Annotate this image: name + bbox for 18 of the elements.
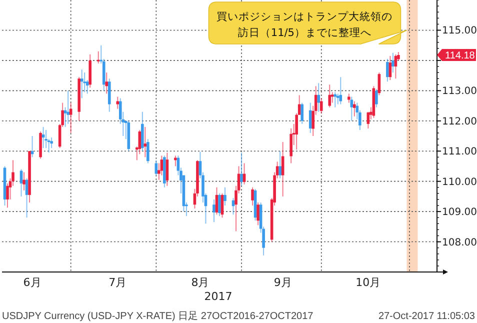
x-tick-label: 9月	[274, 276, 292, 289]
x-tick-label: 6月	[23, 276, 42, 289]
x-tick-label: 7月	[108, 276, 127, 289]
y-tick-label: 115.00	[442, 26, 477, 37]
annotation: 買いポジションはトランプ大統領の訪日（11/5）までに整理へ	[216, 10, 393, 39]
y-tick-label: 110.00	[442, 176, 477, 188]
y-tick-label: 112.00	[442, 116, 477, 128]
price-tag: 114.18	[437, 49, 476, 62]
y-tick-label: 113.00	[442, 86, 477, 98]
x-tick-label: 8月	[191, 276, 210, 289]
x-tick-label: 10月	[356, 276, 381, 289]
text: 27-Oct-2017 11:05:03	[378, 311, 476, 322]
callout: 買いポジションはトランプ大統領の訪日（11/5）までに整理へ	[208, 2, 408, 44]
text: USDJPY Currency (USD-JPY X-RATE) 日足 27OCT2016-27OCT2017	[2, 311, 314, 322]
y-tick-label: 108.00	[442, 237, 477, 248]
y-tick-label: 109.00	[442, 207, 477, 218]
y-tick-label: 111.00	[442, 146, 477, 158]
x-axis-title: 2017	[204, 290, 232, 303]
